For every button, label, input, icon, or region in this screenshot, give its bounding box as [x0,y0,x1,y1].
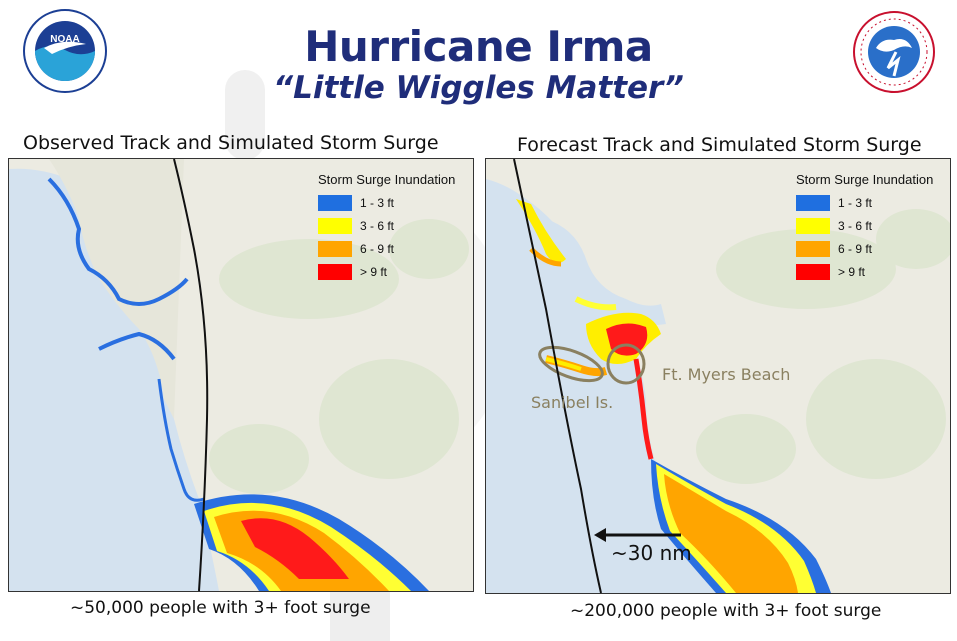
right-panel-heading: Forecast Track and Simulated Storm Surge [517,134,922,156]
nws-logo [852,10,936,99]
legend-swatch [318,263,352,280]
observed-map [8,158,474,592]
legend-row: 6 - 9 ft [318,237,455,260]
legend-swatch [318,240,352,257]
left-caption: ~50,000 people with 3+ foot surge [70,598,371,618]
legend-label: > 9 ft [838,264,866,279]
noaa-logo-text: NOAA [50,34,79,45]
legend-swatch [796,240,830,257]
legend-row: 3 - 6 ft [796,214,933,237]
noaa-logo: NOAA [22,8,108,99]
left-legend: Storm Surge Inundation 1 - 3 ft 3 - 6 ft… [318,172,455,283]
legend-label: 3 - 6 ft [360,218,395,233]
ft-myers-label: Ft. Myers Beach [662,365,791,384]
legend-label: 1 - 3 ft [838,195,873,210]
legend-swatch [796,263,830,280]
legend-title: Storm Surge Inundation [318,172,456,187]
page-title: Hurricane Irma [304,22,653,71]
legend-row: 6 - 9 ft [796,237,933,260]
legend-swatch [318,217,352,234]
right-legend: Storm Surge Inundation 1 - 3 ft 3 - 6 ft… [796,172,933,283]
legend-swatch [796,194,830,211]
legend-row: 1 - 3 ft [796,191,933,214]
legend-label: 3 - 6 ft [838,218,873,233]
legend-label: 6 - 9 ft [360,241,395,256]
left-panel-heading: Observed Track and Simulated Storm Surge [23,132,439,154]
legend-label: 6 - 9 ft [838,241,873,256]
legend-row: 1 - 3 ft [318,191,455,214]
legend-row: 3 - 6 ft [318,214,455,237]
legend-label: > 9 ft [360,264,388,279]
legend-swatch [318,194,352,211]
distance-label: ~30 nm [611,541,692,565]
sanibel-label: Sanibel Is. [531,393,614,412]
legend-label: 1 - 3 ft [360,195,395,210]
forecast-map [485,158,951,594]
legend-swatch [796,217,830,234]
legend-row: > 9 ft [796,260,933,283]
page-subtitle: “Little Wiggles Matter” [273,70,684,106]
right-caption: ~200,000 people with 3+ foot surge [570,601,882,621]
legend-row: > 9 ft [318,260,455,283]
legend-title: Storm Surge Inundation [796,172,934,187]
